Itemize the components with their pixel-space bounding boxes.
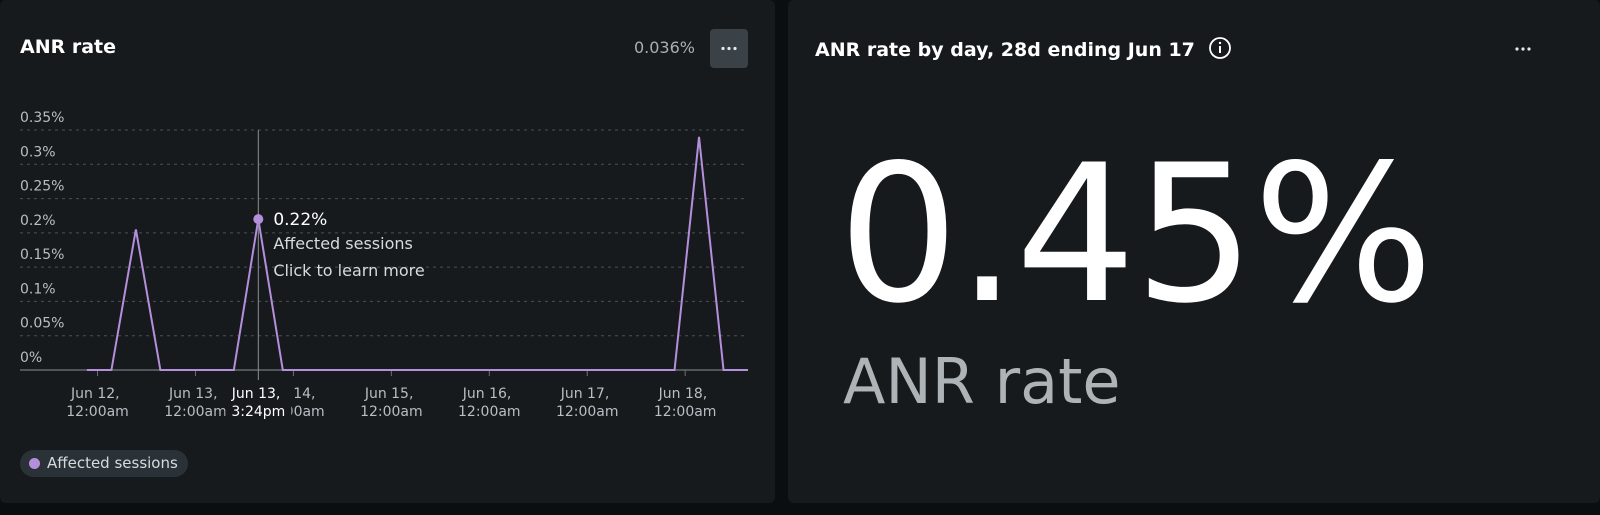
label-line: Jun 18,: [658, 386, 712, 402]
y-tick-label: 0.15%: [20, 247, 64, 263]
anr-rate-by-day-panel: ANR rate by day, 28d ending Jun 17 0.45%…: [788, 0, 1600, 503]
panel-title: ANR rate: [20, 36, 117, 58]
y-tick-label: 0.1%: [20, 281, 56, 297]
label-line: 12:00am: [360, 404, 423, 420]
x-tick-label: Jun 18, 12:00am: [654, 386, 717, 420]
more-icon: [721, 46, 737, 51]
y-tick-label: 0%: [20, 350, 42, 366]
label-line: Jun 12,: [70, 386, 124, 402]
label-line: Jun 17,: [560, 386, 614, 402]
label-line: Jun 13,: [168, 386, 222, 402]
panel-title: ANR rate by day, 28d ending Jun 17: [815, 36, 1232, 61]
line-chart: 0% 0.05% 0.1% 0.15% 0.2% 0.25% 0.3% 0.35% Jun 12…: [20, 110, 748, 420]
hover-marker: [253, 214, 264, 225]
title-text: ANR rate by day, 28d ending Jun 17: [815, 39, 1195, 61]
series-line: [86, 136, 748, 371]
info-icon[interactable]: [1208, 36, 1232, 60]
hover-value: 0.22%: [273, 210, 327, 230]
legend-label: Affected sessions: [47, 454, 178, 472]
label-line: 3:24pm: [231, 404, 285, 420]
y-tick-label: 0.25%: [20, 179, 64, 195]
label-line: Jun 15,: [364, 386, 418, 402]
hover-hint: Click to learn more: [273, 261, 424, 280]
x-tick-label: Jun 17, 12:00am: [556, 386, 619, 420]
y-tick-label: 0.05%: [20, 316, 64, 332]
x-tick-label: Jun 13, 12:00am: [164, 386, 227, 420]
hover-series: Affected sessions: [273, 234, 413, 253]
label-line: 12:00am: [556, 404, 619, 420]
big-value: 0.45%: [838, 124, 1434, 345]
more-button[interactable]: [710, 29, 748, 68]
hover-x-label-bg: [225, 380, 292, 420]
summary-value: 0.036%: [633, 38, 695, 57]
label-line: Jun 16,: [462, 386, 516, 402]
legend-item[interactable]: Affected sessions: [20, 450, 188, 477]
more-icon[interactable]: [1508, 39, 1538, 59]
legend-swatch: [29, 458, 40, 469]
label-line: 12:00am: [654, 404, 717, 420]
y-tick-label: 0.3%: [20, 144, 56, 160]
label-line: 12:00am: [458, 404, 521, 420]
label-line: Jun 13,: [231, 386, 285, 402]
hover-x-label: Jun 13, 3:24pm: [231, 386, 286, 420]
x-tick-label: Jun 16, 12:00am: [458, 386, 521, 420]
y-tick-label: 0.35%: [20, 110, 64, 126]
big-value-label: ANR rate: [843, 345, 1121, 418]
x-tick-label: Jun 12, 12:00am: [66, 386, 129, 420]
label-line: 12:00am: [164, 404, 227, 420]
anr-rate-panel: ANR rate 0.036% 0% 0.05% 0.1% 0.15% 0.2% 0.25…: [0, 0, 775, 503]
x-tick-label: Jun 15, 12:00am: [360, 386, 423, 420]
label-line: 12:00am: [66, 404, 129, 420]
y-tick-label: 0.2%: [20, 213, 56, 229]
